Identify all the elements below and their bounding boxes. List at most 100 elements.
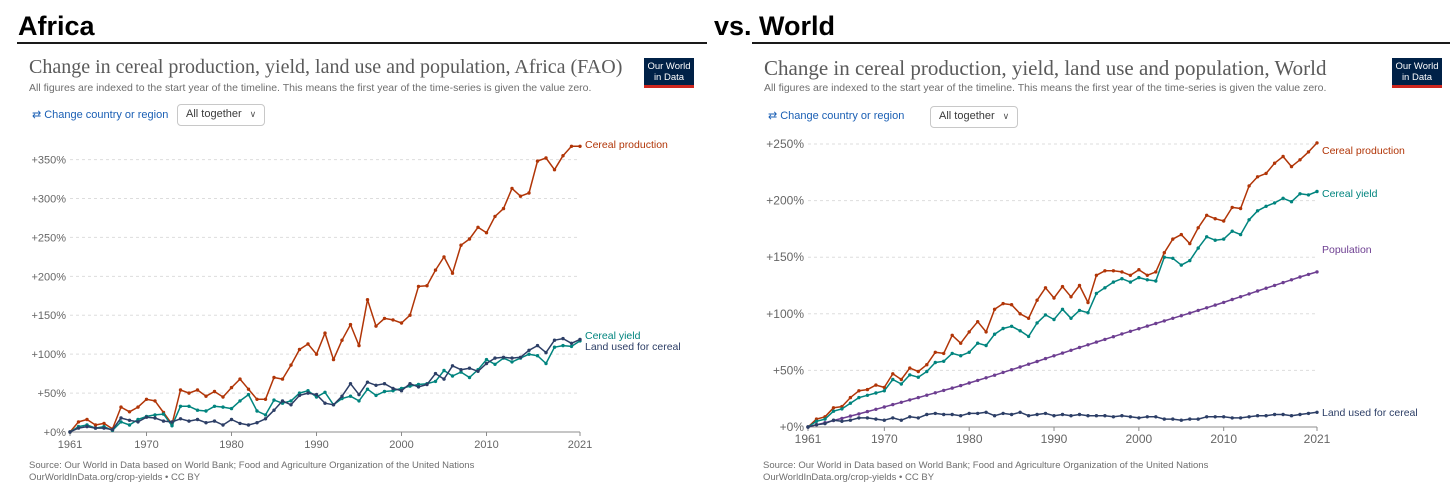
data-point-cereal-yield xyxy=(968,351,971,354)
data-point-cereal-yield xyxy=(815,420,818,423)
data-point-population xyxy=(925,394,928,397)
data-point-cereal-yield xyxy=(162,412,165,415)
data-point-cereal-yield xyxy=(1154,279,1157,282)
data-point-cereal-production xyxy=(1027,317,1030,320)
data-point-cereal-production xyxy=(1256,175,1259,178)
data-point-cereal-yield xyxy=(1307,193,1310,196)
data-point-cereal-yield xyxy=(493,363,496,366)
data-point-land-used-for-cereal xyxy=(468,367,471,370)
data-point-population xyxy=(1095,340,1098,343)
data-point-land-used-for-cereal xyxy=(255,421,258,424)
data-point-population xyxy=(1307,273,1310,276)
data-point-land-used-for-cereal xyxy=(230,418,233,421)
data-point-population xyxy=(942,389,945,392)
data-point-cereal-yield xyxy=(221,405,224,408)
data-point-cereal-yield xyxy=(891,378,894,381)
data-point-cereal-production xyxy=(1069,295,1072,298)
x-tick-label: 2000 xyxy=(1125,432,1152,446)
data-point-population xyxy=(1298,275,1301,278)
data-point-land-used-for-cereal xyxy=(391,387,394,390)
data-point-cereal-yield xyxy=(1069,317,1072,320)
data-point-cereal-yield xyxy=(366,388,369,391)
data-point-cereal-production xyxy=(1290,165,1293,168)
data-point-land-used-for-cereal xyxy=(374,384,377,387)
data-point-land-used-for-cereal xyxy=(264,417,267,420)
data-point-cereal-yield xyxy=(1061,308,1064,311)
data-point-cereal-yield xyxy=(1129,280,1132,283)
data-point-land-used-for-cereal xyxy=(340,395,343,398)
data-point-cereal-production xyxy=(485,231,488,234)
data-point-land-used-for-cereal xyxy=(476,370,479,373)
heading-vs-world: vs. World xyxy=(714,8,835,44)
y-tick-label: +250% xyxy=(766,137,804,151)
series-label-cereal-yield: Cereal yield xyxy=(1322,188,1378,200)
data-point-cereal-production xyxy=(832,406,835,409)
data-point-cereal-yield xyxy=(866,394,869,397)
data-point-cereal-yield xyxy=(128,423,131,426)
y-tick-label: +200% xyxy=(31,271,66,283)
data-point-cereal-yield xyxy=(536,354,539,357)
license-note[interactable]: OurWorldInData.org/crop-yields • CC BY xyxy=(763,472,934,483)
data-point-cereal-production xyxy=(442,255,445,258)
data-point-cereal-yield xyxy=(1146,278,1149,281)
data-point-land-used-for-cereal xyxy=(77,426,80,429)
data-point-population xyxy=(883,405,886,408)
data-point-land-used-for-cereal xyxy=(874,417,877,420)
data-point-cereal-yield xyxy=(993,333,996,336)
license-note[interactable]: OurWorldInData.org/crop-yields • CC BY xyxy=(29,472,200,483)
data-point-cereal-production xyxy=(349,323,352,326)
data-point-cereal-production xyxy=(1018,312,1021,315)
data-point-cereal-production xyxy=(1197,226,1200,229)
data-point-cereal-yield xyxy=(553,346,556,349)
data-point-cereal-production xyxy=(119,405,122,408)
data-point-cereal-production xyxy=(502,207,505,210)
data-point-land-used-for-cereal xyxy=(1069,414,1072,417)
data-point-land-used-for-cereal xyxy=(1044,412,1047,415)
data-point-land-used-for-cereal xyxy=(934,412,937,415)
data-point-cereal-production xyxy=(968,330,971,333)
data-point-land-used-for-cereal xyxy=(519,356,522,359)
data-point-land-used-for-cereal xyxy=(332,403,335,406)
data-point-land-used-for-cereal xyxy=(578,338,581,341)
data-point-land-used-for-cereal xyxy=(1222,415,1225,418)
data-point-cereal-production xyxy=(1163,251,1166,254)
data-point-land-used-for-cereal xyxy=(1103,414,1106,417)
series-label-cereal-production: Cereal production xyxy=(585,139,668,151)
data-point-land-used-for-cereal xyxy=(238,422,241,425)
data-point-cereal-production xyxy=(917,370,920,373)
data-point-population xyxy=(1035,360,1038,363)
data-point-land-used-for-cereal xyxy=(1112,415,1115,418)
data-point-cereal-production xyxy=(332,358,335,361)
data-point-cereal-production xyxy=(1264,172,1267,175)
data-point-cereal-production xyxy=(366,298,369,301)
data-point-land-used-for-cereal xyxy=(459,368,462,371)
data-point-land-used-for-cereal xyxy=(1188,417,1191,420)
data-point-land-used-for-cereal xyxy=(153,416,156,419)
data-point-cereal-production xyxy=(1078,284,1081,287)
data-point-cereal-production xyxy=(391,318,394,321)
data-point-land-used-for-cereal xyxy=(1010,413,1013,416)
data-point-population xyxy=(1154,322,1157,325)
data-point-land-used-for-cereal xyxy=(425,383,428,386)
data-point-land-used-for-cereal xyxy=(891,416,894,419)
y-tick-label: +50% xyxy=(38,388,67,400)
data-point-land-used-for-cereal xyxy=(570,342,573,345)
data-point-population xyxy=(1264,287,1267,290)
x-tick-label: 1961 xyxy=(58,439,82,451)
data-point-population xyxy=(984,376,987,379)
data-point-cereal-production xyxy=(1154,270,1157,273)
data-point-cereal-production xyxy=(984,330,987,333)
data-point-cereal-yield xyxy=(451,374,454,377)
data-point-population xyxy=(891,403,894,406)
data-point-cereal-production xyxy=(1095,274,1098,277)
data-point-land-used-for-cereal xyxy=(408,382,411,385)
data-point-land-used-for-cereal xyxy=(1273,413,1276,416)
data-point-cereal-yield xyxy=(959,354,962,357)
x-tick-label: 1961 xyxy=(795,432,822,446)
data-point-population xyxy=(1078,346,1081,349)
data-point-cereal-production xyxy=(204,395,207,398)
data-point-cereal-production xyxy=(459,244,462,247)
y-tick-label: +300% xyxy=(31,193,66,205)
data-point-population xyxy=(1214,303,1217,306)
data-point-land-used-for-cereal xyxy=(1231,416,1234,419)
